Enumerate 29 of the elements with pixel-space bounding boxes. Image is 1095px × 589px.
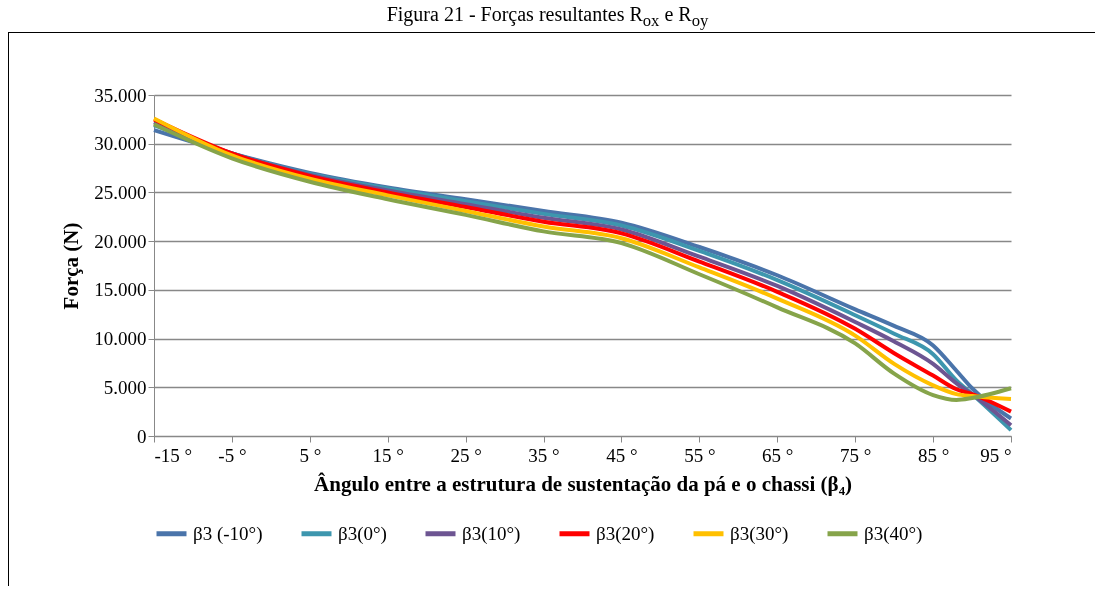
y-tick-label: 30.000 [94,133,147,155]
y-axis-title: Força (N) [59,222,84,310]
y-tick-label: 5.000 [103,376,147,398]
y-tick-label: 35.000 [94,84,147,106]
legend-label: β3(10°) [462,522,521,545]
x-tick-label: 35 ° [528,444,560,466]
legend-label: β3(40°) [864,522,923,545]
x-tick-label: 45 ° [606,444,638,466]
chart-title: Figura 21 - Forças resultantes R$_{ox}$ e R$_{oy}$ [385,2,710,32]
x-tick-label: 85 ° [917,444,950,466]
x-tick-label: -15 ° [154,444,193,466]
x-tick-label: 65 ° [762,444,794,466]
x-tick-label: 15 ° [372,444,404,466]
x-tick-label: 95 ° [980,444,1012,466]
y-tick-label: 25.000 [94,181,147,203]
legend-label: β3(0°) [338,522,387,545]
y-tick-label: 0 [137,425,147,447]
y-tick-label: 15.000 [94,279,147,301]
x-tick-label: -5 ° [218,444,247,466]
legend-label: β3(20°) [596,522,655,545]
y-tick-label: 10.000 [94,328,147,350]
x-tick-label: 55 ° [684,444,716,466]
y-tick-label: 20.000 [94,230,147,252]
x-axis-title: Ângulo entre a estrutura de sustentação da pá e o chassi (β₄) [314,471,852,496]
x-tick-label: 25 ° [450,444,482,466]
x-tick-label: 5 ° [299,444,322,466]
legend-label: β3(30°) [730,522,789,545]
x-tick-label: 75 ° [840,444,872,466]
legend-label: β3 (-10°) [193,522,263,545]
